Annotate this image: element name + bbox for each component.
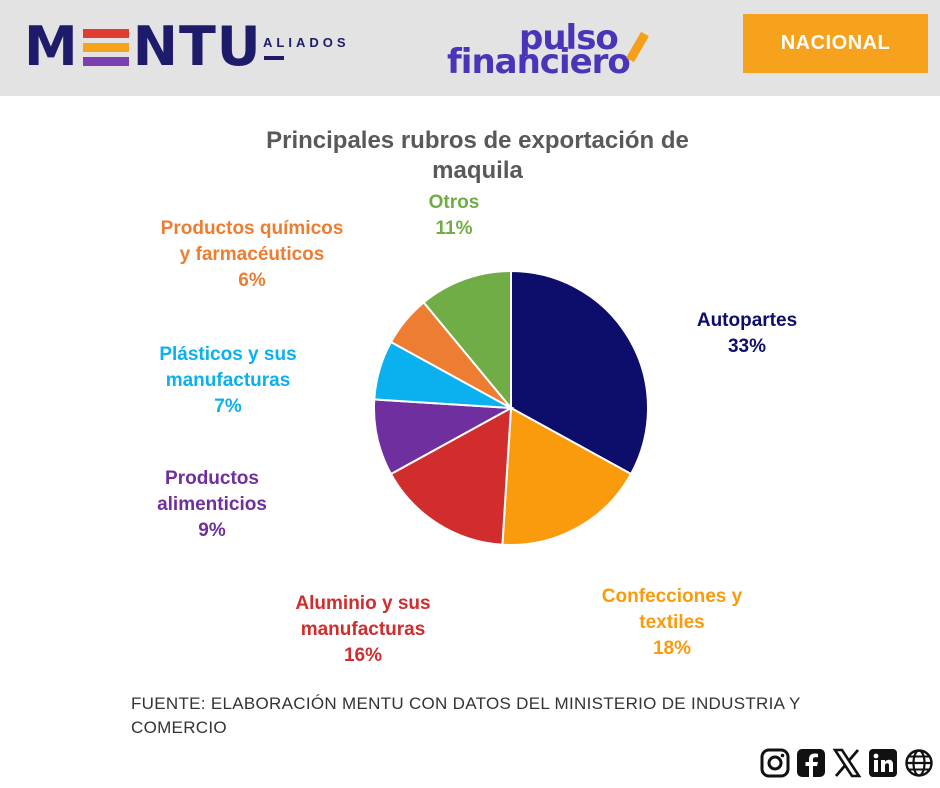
pie-slice-confecciones-y-textiles <box>501 406 633 546</box>
slice-label-value: 11% <box>435 218 473 239</box>
slice-label-value: 7% <box>214 396 242 417</box>
slice-label-category: Productos <box>165 468 259 489</box>
aliados-text: ALIADOS <box>263 35 350 50</box>
slice-label-value: 33% <box>727 336 767 357</box>
slice-label-value: 6% <box>238 270 266 291</box>
slice-label: Productos alimenticios 9% <box>122 466 302 544</box>
header-bar: M NTU ALIADOS pulso financiero NACIONAL <box>0 0 940 96</box>
slice-label-category: Productos químicos <box>160 218 344 239</box>
aliados-dash <box>264 56 284 60</box>
slice-label-value: 18% <box>652 638 692 659</box>
globe-icon[interactable] <box>904 748 934 778</box>
slice-label-category: y farmacéuticos <box>179 244 325 265</box>
slice-label: Plásticos y sus manufacturas 7% <box>128 342 328 420</box>
pie-slice-autopartes <box>510 269 649 476</box>
pie-slice-aluminio-y-sus-manufacturas <box>389 406 513 546</box>
x-icon[interactable] <box>832 748 862 778</box>
section-badge: NACIONAL <box>743 14 928 73</box>
facebook-icon[interactable] <box>796 748 826 778</box>
slice-label-category: manufacturas <box>165 370 291 391</box>
mentu-logo: M NTU <box>24 15 262 78</box>
linkedin-icon[interactable] <box>868 748 898 778</box>
slice-label-category: alimenticios <box>157 494 267 515</box>
slice-label: Aluminio y sus manufacturas 16% <box>268 591 458 669</box>
slice-label-category: manufacturas <box>300 619 426 640</box>
source-note: FUENTE: ELABORACIÓN MENTU CON DATOS DEL … <box>131 694 801 737</box>
slice-label-category: Aluminio y sus <box>295 593 431 614</box>
instagram-icon[interactable] <box>760 748 790 778</box>
pulso-financiero-logo: pulso financiero <box>447 18 657 84</box>
slice-label-value: 16% <box>343 645 383 666</box>
slice-label: Productos químicos y farmacéuticos 6% <box>132 216 372 294</box>
slice-label-category: Plásticos y sus <box>159 344 297 365</box>
slice-label: Autopartes 33% <box>652 308 842 360</box>
pie-slice-otros <box>422 269 512 411</box>
slice-label-category: Confecciones y <box>601 586 743 607</box>
slice-label-category: textiles <box>639 612 705 633</box>
slice-label-category: Autopartes <box>696 310 798 331</box>
mentu-logo-e <box>82 27 129 67</box>
chart-title: Principales rubros de exportación de maq… <box>266 127 689 184</box>
slice-label-category: Otros <box>428 192 480 213</box>
slice-label-value: 9% <box>198 520 226 541</box>
slice-label: Confecciones y textiles 18% <box>572 584 772 662</box>
slice-label: Otros 11% <box>394 190 514 242</box>
